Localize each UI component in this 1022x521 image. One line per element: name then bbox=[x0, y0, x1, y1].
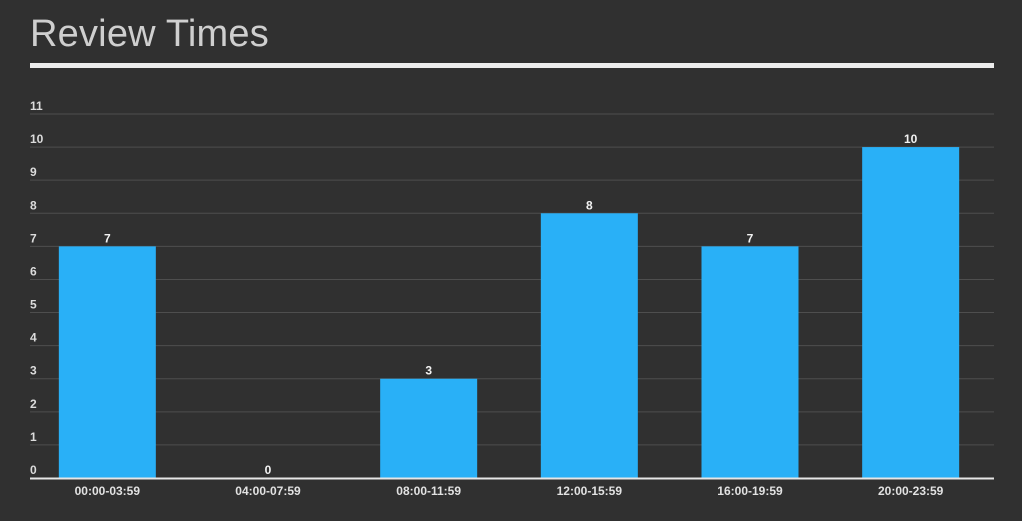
x-category-label: 12:00-15:59 bbox=[557, 484, 623, 498]
title-underline bbox=[30, 63, 994, 68]
y-tick-label: 8 bbox=[30, 198, 37, 212]
bar bbox=[540, 213, 638, 479]
y-tick-label: 2 bbox=[30, 397, 37, 411]
y-tick-label: 10 bbox=[30, 132, 44, 146]
bars bbox=[58, 147, 960, 479]
y-tick-label: 3 bbox=[30, 364, 37, 378]
x-axis-categories: 00:00-03:59 04:00-07:59 08:00-11:59 12:00-1… bbox=[75, 484, 944, 498]
y-tick-label: 4 bbox=[30, 331, 37, 345]
x-category-label: 08:00-11:59 bbox=[396, 484, 461, 498]
gridlines bbox=[30, 113, 994, 446]
bar-value-label: 0 bbox=[265, 463, 272, 477]
y-tick-label: 11 bbox=[30, 99, 43, 113]
y-axis-ticks: 0 1 2 3 4 5 6 7 8 9 10 11 bbox=[30, 99, 44, 477]
x-category-label: 00:00-03:59 bbox=[75, 484, 141, 498]
data-labels: 7 0 3 8 7 10 bbox=[104, 132, 918, 477]
bar-value-label: 8 bbox=[586, 198, 593, 212]
bar bbox=[701, 246, 799, 478]
bar-value-label: 10 bbox=[904, 132, 918, 146]
bar-value-label: 3 bbox=[425, 364, 432, 378]
bar bbox=[380, 378, 478, 478]
y-tick-label: 0 bbox=[30, 463, 37, 477]
x-category-label: 20:00-23:59 bbox=[878, 484, 944, 498]
chart-title: Review Times bbox=[30, 13, 269, 55]
bar-value-label: 7 bbox=[747, 231, 754, 245]
bar bbox=[862, 147, 960, 478]
y-tick-label: 7 bbox=[30, 231, 37, 245]
y-tick-label: 6 bbox=[30, 264, 37, 278]
y-tick-label: 5 bbox=[30, 298, 37, 312]
bar-value-label: 7 bbox=[104, 231, 111, 245]
bar bbox=[58, 246, 156, 478]
y-tick-label: 1 bbox=[30, 430, 37, 444]
x-category-label: 04:00-07:59 bbox=[235, 484, 301, 498]
y-tick-label: 9 bbox=[30, 165, 37, 179]
x-category-label: 16:00-19:59 bbox=[717, 484, 783, 498]
